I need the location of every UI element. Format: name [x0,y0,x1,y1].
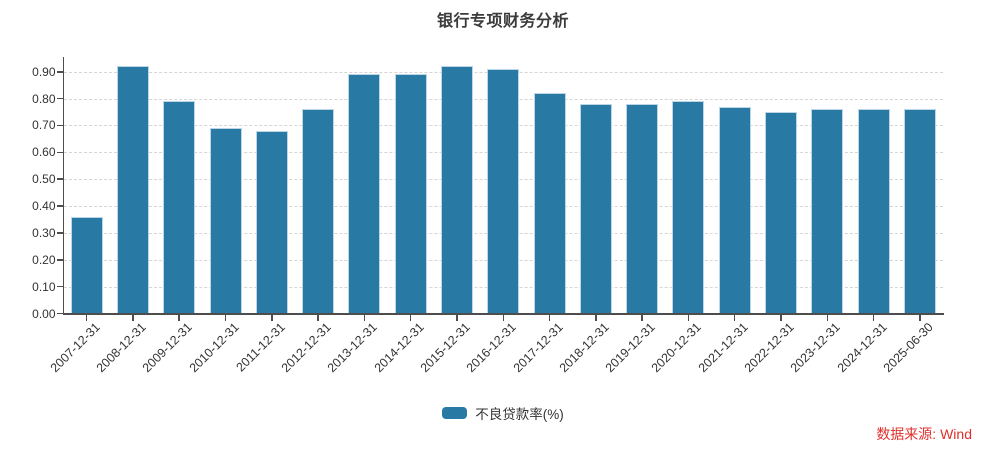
y-tick-label: 0.30 [32,225,56,240]
y-tick-label: 0.60 [32,145,56,160]
x-tick-label: 2007-12-31 [47,320,103,376]
legend-label: 不良贷款率(%) [475,407,564,422]
bar[interactable] [209,128,242,314]
y-tick-label: 0.90 [32,64,56,79]
y-axis-tick [56,151,64,154]
y-axis-tick [56,178,64,180]
x-axis-tick [595,314,597,321]
bar[interactable] [764,112,797,314]
x-axis-tick [780,314,782,321]
x-tick-label: 2024-12-31 [834,320,890,376]
y-axis-tick [56,205,64,207]
bar[interactable] [440,66,473,314]
bar[interactable] [163,101,196,314]
bar[interactable] [672,101,705,314]
x-axis-tick [132,314,134,321]
data-source-note: 数据来源: Wind [876,426,972,442]
x-tick-label: 2017-12-31 [510,320,566,376]
x-axis-tick [826,314,829,321]
x-axis-tick [502,314,504,321]
y-axis-tick [56,97,64,100]
bar[interactable] [487,69,520,314]
x-tick-label: 2013-12-31 [325,320,381,376]
bar[interactable] [255,130,288,314]
bar[interactable] [533,93,566,314]
bar[interactable] [626,104,659,314]
bar[interactable] [348,74,381,314]
x-axis-tick [178,314,180,321]
y-axis-line [62,57,64,315]
bar[interactable] [857,109,890,314]
y-axis-tick [56,232,64,234]
x-axis-tick [85,314,88,321]
x-axis-tick [641,314,643,321]
x-axis-tick [919,314,921,321]
x-axis-tick [363,314,366,321]
y-axis-tick [56,259,64,261]
x-tick-label: 2023-12-31 [788,320,844,376]
x-axis-tick [456,314,458,321]
bar[interactable] [718,106,751,314]
x-axis-tick [317,314,319,321]
y-tick-label: 0.70 [32,118,56,133]
bar[interactable] [811,109,844,314]
y-tick-label: 0.80 [32,91,56,106]
y-tick-label: 0.10 [32,279,56,294]
y-axis-tick [56,285,64,288]
bar[interactable] [70,216,103,314]
x-axis-tick [409,314,412,321]
bar[interactable] [116,66,149,314]
y-axis-tick [56,71,64,73]
x-axis-tick [548,314,551,321]
y-tick-label: 0.00 [32,306,56,321]
x-axis-tick [733,314,736,321]
legend-marker [442,407,468,419]
y-tick-label: 0.40 [32,199,56,214]
x-axis-line [62,313,944,315]
y-tick-label: 0.20 [32,252,56,267]
y-axis-tick [56,312,64,315]
x-axis-tick [687,314,690,321]
x-tick-label: 2010-12-31 [186,320,242,376]
x-tick-label: 2021-12-31 [695,320,751,376]
x-axis-tick [271,314,273,321]
legend-item[interactable]: 不良贷款率(%) [63,403,943,423]
x-axis-tick [224,314,227,321]
chart-title: 银行专项财务分析 [436,13,569,30]
x-tick-label: 2014-12-31 [371,320,427,376]
x-axis-tick [872,314,875,321]
bar[interactable] [302,109,335,314]
y-tick-label: 0.50 [32,172,56,187]
bar[interactable] [903,109,936,314]
bar[interactable] [394,74,427,314]
bar[interactable] [579,104,612,314]
x-tick-label: 2020-12-31 [649,320,705,376]
y-axis-tick [56,124,64,127]
